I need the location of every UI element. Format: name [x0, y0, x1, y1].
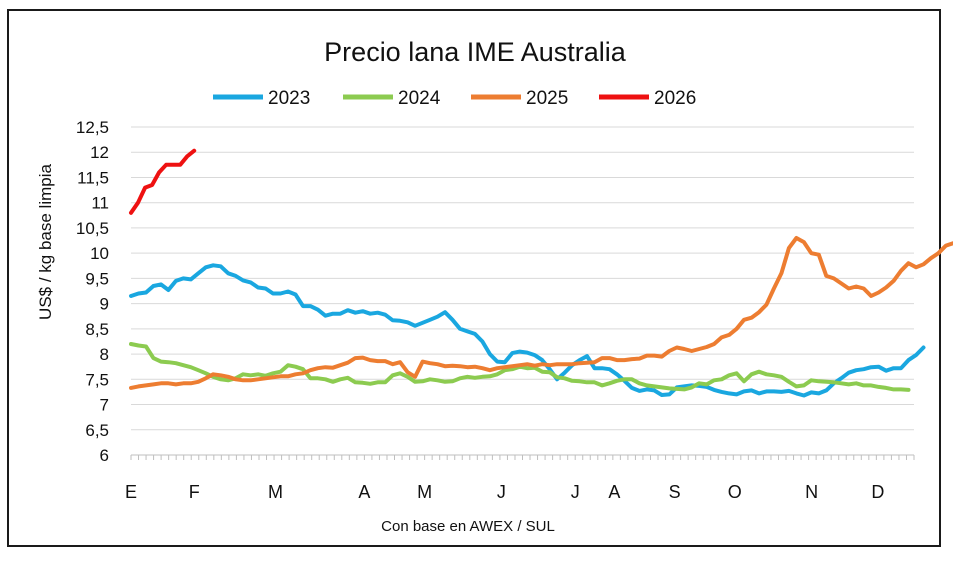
x-tick-label: F — [189, 482, 200, 502]
x-tick-label: A — [608, 482, 620, 502]
series-line-2026 — [129, 148, 197, 215]
x-tick-label: J — [497, 482, 506, 502]
series-line-2023 — [129, 263, 926, 398]
y-tick-label: 7 — [100, 396, 109, 415]
y-tick-label: 6 — [100, 446, 109, 465]
y-tick-label: 10 — [90, 244, 109, 263]
y-tick-label: 8,5 — [85, 320, 109, 339]
x-tick-label: N — [805, 482, 818, 502]
y-tick-label: 7,5 — [85, 370, 109, 389]
x-tick-label: M — [268, 482, 283, 502]
x-tick-label: S — [669, 482, 681, 502]
y-tick-label: 12,5 — [76, 118, 109, 137]
legend-label: 2025 — [526, 88, 568, 109]
x-tick-label: M — [417, 482, 432, 502]
x-tick-label: A — [358, 482, 370, 502]
x-tick-label: E — [125, 482, 137, 502]
y-tick-label: 10,5 — [76, 219, 109, 238]
y-tick-label: 9,5 — [85, 269, 109, 288]
plot-area — [129, 148, 953, 398]
legend-label: 2026 — [654, 88, 696, 109]
y-tick-label: 11 — [91, 194, 109, 213]
y-tick-label: 11,5 — [77, 168, 109, 187]
legend: 2023 2024 2025 2026 — [213, 88, 696, 109]
y-tick-label: 8 — [100, 345, 109, 364]
chart-title: Precio lana IME Australia — [324, 37, 627, 67]
legend-label: 2023 — [268, 88, 310, 109]
y-tick-label: 12 — [90, 143, 109, 162]
y-tick-label: 6,5 — [85, 421, 109, 440]
x-tick-label: O — [728, 482, 742, 502]
gridlines — [131, 126, 914, 456]
series-line-2025 — [129, 236, 953, 390]
y-axis-title: US$ / kg base limpia — [36, 164, 55, 320]
y-axis-ticks: 12,5 12 11,5 11 10,5 10 9,5 9 8,5 8 7,5 7 6,5 6 — [76, 118, 109, 465]
legend-label: 2024 — [398, 88, 441, 109]
y-tick-label: 9 — [100, 295, 109, 314]
x-tick-label: D — [871, 482, 884, 502]
x-tick-label: J — [571, 482, 580, 502]
x-axis-title: Con base en AWEX / SUL — [381, 518, 555, 535]
